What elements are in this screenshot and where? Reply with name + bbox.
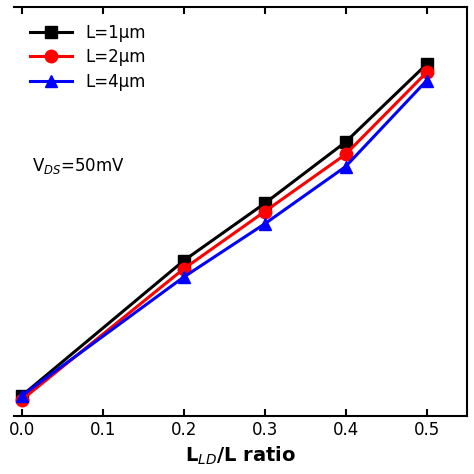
L=4μm (424, 78, 429, 83)
L=1μm (19, 393, 25, 399)
L=4μm (181, 274, 186, 280)
L=4μm (19, 393, 25, 399)
L=2μm (343, 152, 348, 157)
L=2μm (262, 209, 267, 215)
L=4μm (343, 164, 348, 169)
L=4μm (262, 221, 267, 227)
L=2μm (424, 70, 429, 75)
Line: L=2μm: L=2μm (15, 66, 433, 406)
L=2μm (181, 266, 186, 272)
Line: L=4μm: L=4μm (15, 74, 433, 402)
X-axis label: L$_{LD}$/L ratio: L$_{LD}$/L ratio (185, 445, 296, 467)
Line: L=1μm: L=1μm (15, 58, 433, 402)
Text: V$_{DS}$=50mV: V$_{DS}$=50mV (32, 155, 125, 176)
L=2μm (19, 397, 25, 403)
L=1μm (181, 258, 186, 264)
Legend: L=1μm, L=2μm, L=4μm: L=1μm, L=2μm, L=4μm (22, 15, 154, 99)
L=1μm (424, 62, 429, 67)
L=1μm (262, 201, 267, 206)
L=1μm (343, 139, 348, 145)
